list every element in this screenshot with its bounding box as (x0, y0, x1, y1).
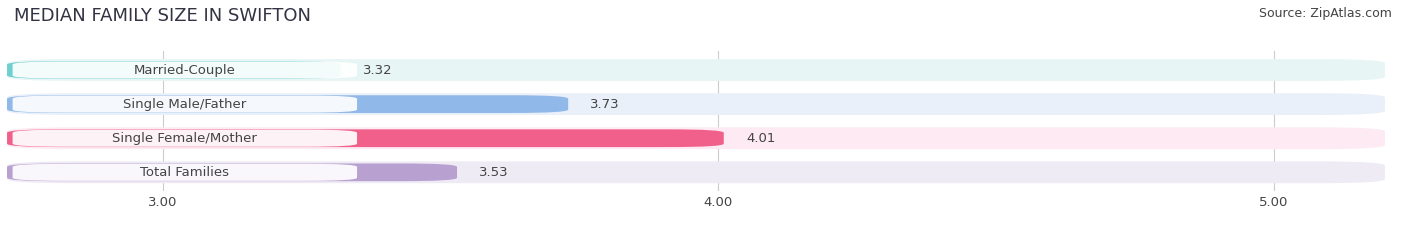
FancyBboxPatch shape (7, 95, 568, 113)
FancyBboxPatch shape (7, 61, 340, 79)
FancyBboxPatch shape (13, 164, 357, 181)
Text: Married-Couple: Married-Couple (134, 64, 236, 76)
FancyBboxPatch shape (7, 59, 1385, 81)
FancyBboxPatch shape (7, 127, 1385, 149)
FancyBboxPatch shape (13, 62, 357, 79)
Text: MEDIAN FAMILY SIZE IN SWIFTON: MEDIAN FAMILY SIZE IN SWIFTON (14, 7, 311, 25)
Text: 3.53: 3.53 (479, 166, 509, 179)
FancyBboxPatch shape (13, 130, 357, 147)
FancyBboxPatch shape (7, 93, 1385, 115)
Text: Single Female/Mother: Single Female/Mother (112, 132, 257, 145)
Text: Source: ZipAtlas.com: Source: ZipAtlas.com (1258, 7, 1392, 20)
Text: 3.32: 3.32 (363, 64, 392, 76)
FancyBboxPatch shape (7, 163, 457, 181)
Text: 3.73: 3.73 (591, 98, 620, 111)
FancyBboxPatch shape (7, 129, 724, 147)
Text: Total Families: Total Families (141, 166, 229, 179)
FancyBboxPatch shape (13, 96, 357, 113)
FancyBboxPatch shape (7, 161, 1385, 183)
Text: Single Male/Father: Single Male/Father (124, 98, 246, 111)
Text: 4.01: 4.01 (747, 132, 775, 145)
